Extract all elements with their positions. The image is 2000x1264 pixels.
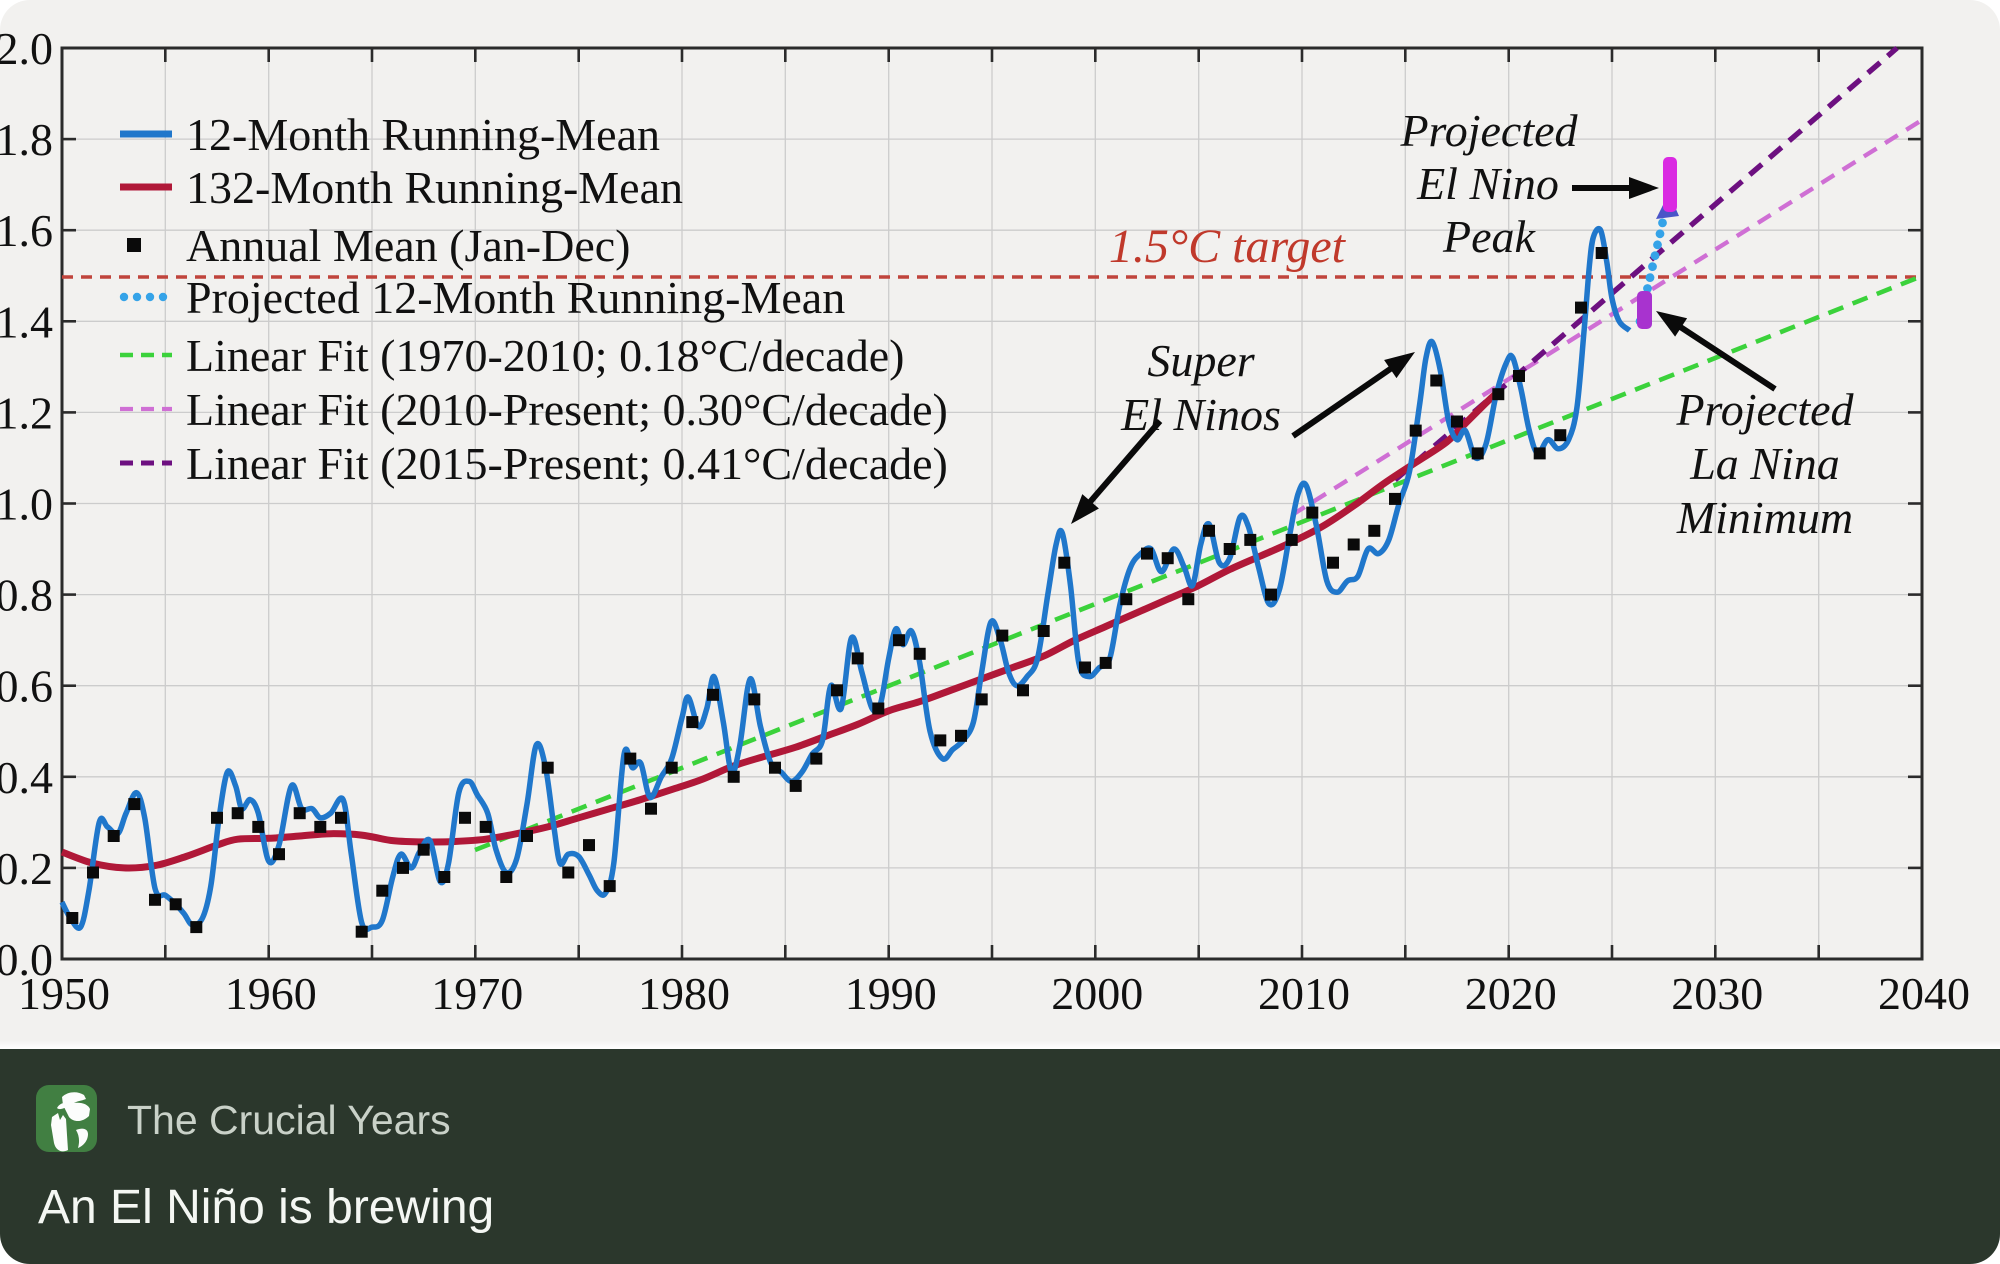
svg-text:Annual Mean (Jan-Dec): Annual Mean (Jan-Dec) (186, 220, 630, 271)
svg-text:Projected: Projected (1399, 105, 1578, 156)
svg-text:2030: 2030 (1671, 968, 1763, 1019)
svg-text:2020: 2020 (1465, 968, 1557, 1019)
svg-text:Minimum: Minimum (1676, 492, 1853, 543)
svg-text:1960: 1960 (225, 968, 317, 1019)
svg-text:Linear Fit (2010-Present; 0.30: Linear Fit (2010-Present; 0.30°C/decade) (186, 384, 948, 435)
svg-text:132-Month Running-Mean: 132-Month Running-Mean (186, 162, 683, 213)
svg-text:1980: 1980 (638, 968, 730, 1019)
svg-text:Linear Fit (2015-Present; 0.41: Linear Fit (2015-Present; 0.41°C/decade) (186, 438, 948, 489)
svg-text:2040: 2040 (1878, 968, 1970, 1019)
svg-text:Projected 12-Month Running-Mea: Projected 12-Month Running-Mean (186, 272, 845, 323)
svg-text:Peak: Peak (1442, 211, 1537, 262)
svg-text:Super: Super (1147, 335, 1255, 386)
svg-text:0.0: 0.0 (0, 934, 53, 985)
svg-text:1990: 1990 (845, 968, 937, 1019)
svg-text:0.4: 0.4 (0, 752, 53, 803)
svg-text:La Nina: La Nina (1689, 438, 1840, 489)
svg-text:0.2: 0.2 (0, 843, 53, 894)
svg-text:1970: 1970 (431, 968, 523, 1019)
svg-text:0.6: 0.6 (0, 661, 53, 712)
svg-text:Projected: Projected (1675, 384, 1854, 435)
svg-text:2010: 2010 (1258, 968, 1350, 1019)
svg-text:1.6: 1.6 (0, 205, 53, 256)
svg-text:1.8: 1.8 (0, 114, 53, 165)
svg-text:1950: 1950 (18, 968, 110, 1019)
svg-text:12-Month Running-Mean: 12-Month Running-Mean (186, 109, 660, 160)
svg-text:2.0: 2.0 (0, 23, 53, 74)
svg-text:1.2: 1.2 (0, 387, 53, 438)
svg-text:2000: 2000 (1051, 968, 1143, 1019)
svg-text:El Ninos: El Ninos (1120, 389, 1281, 440)
svg-text:1.4: 1.4 (0, 296, 53, 347)
svg-text:El Nino: El Nino (1416, 158, 1559, 209)
svg-text:1.0: 1.0 (0, 479, 53, 530)
svg-text:1.5°C target: 1.5°C target (1109, 220, 1347, 273)
svg-text:0.8: 0.8 (0, 570, 53, 621)
svg-text:Linear Fit (1970-2010; 0.18°C/: Linear Fit (1970-2010; 0.18°C/decade) (186, 330, 904, 381)
